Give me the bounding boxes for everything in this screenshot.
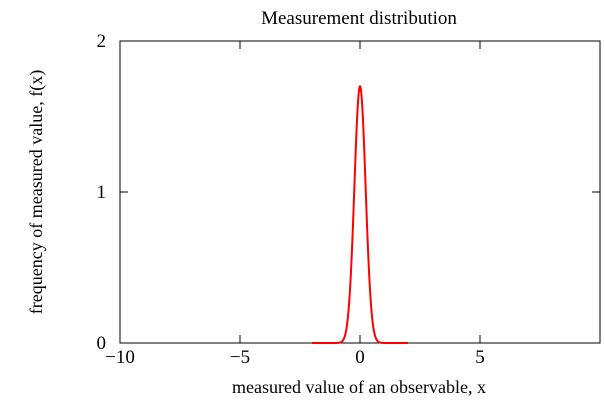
axis-ticks: [119, 40, 600, 344]
x-tick-label: 5: [475, 347, 485, 368]
y-tick-label: 2: [97, 31, 107, 52]
x-axis-label: measured value of an observable, x: [232, 377, 486, 397]
x-tick-label: −10: [105, 347, 135, 368]
y-axis-label: frequency of measured value, f(x): [26, 70, 47, 314]
x-tick-labels: −10 −5 0 5: [105, 347, 485, 368]
x-tick-label: −5: [230, 347, 250, 368]
y-tick-label: 1: [97, 182, 107, 203]
y-tick-labels: 0 1 2: [97, 31, 107, 354]
chart-title: Measurement distribution: [261, 8, 457, 29]
y-tick-label: 0: [97, 333, 107, 354]
series-layer: [311, 85, 409, 344]
x-tick-label: 0: [355, 347, 365, 368]
series-line: [311, 85, 409, 344]
